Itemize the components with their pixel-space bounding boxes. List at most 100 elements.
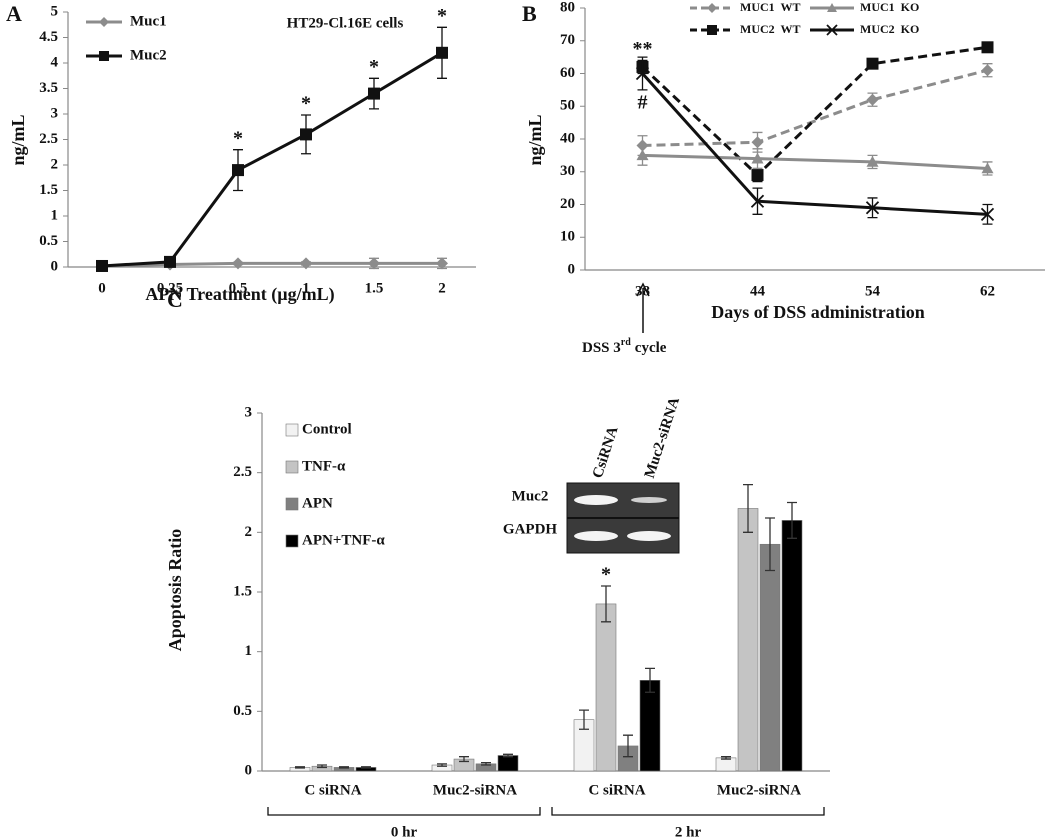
- bar: [639, 680, 661, 772]
- series-line: [641, 72, 988, 216]
- x-tick-label: C siRNA: [588, 782, 645, 798]
- marker: [827, 3, 837, 12]
- y-tick-label: 10: [560, 229, 575, 245]
- panel-letter: B: [522, 1, 537, 26]
- error-bar: [459, 756, 469, 763]
- x-tick-label: C siRNA: [304, 782, 361, 798]
- marker: [707, 25, 717, 35]
- marker: [300, 257, 312, 270]
- gel-band: [574, 495, 618, 505]
- error-bar: [361, 766, 371, 769]
- x-tick-label: 54: [865, 283, 881, 299]
- group-label: 0 hr: [391, 824, 418, 839]
- marker: [980, 207, 995, 221]
- legend-label: Muc1: [130, 13, 167, 29]
- legend-swatch: [285, 497, 299, 511]
- annotation: *: [233, 127, 243, 149]
- error-bar: [339, 766, 349, 769]
- y-tick-label: 5: [51, 3, 59, 19]
- y-tick-label: 0: [51, 258, 59, 274]
- legend-label: MUC1 WT: [740, 0, 800, 14]
- chart-title: HT29-Cl.16E cells: [287, 15, 404, 31]
- gel-inset: CsiRNA Muc2-siRNA Muc2 GAPDH: [503, 395, 683, 554]
- y-tick-label: 2.5: [39, 131, 58, 147]
- y-tick-label: 1: [245, 643, 253, 659]
- x-tick-label: Muc2-siRNA: [433, 782, 517, 798]
- x-tick-label: 0.25: [157, 280, 183, 296]
- marker: [750, 194, 765, 208]
- marker: [436, 257, 448, 270]
- bar: [497, 755, 519, 772]
- legend-label: MUC2 KO: [860, 22, 919, 36]
- marker: [981, 162, 994, 174]
- marker: [707, 3, 717, 13]
- legend-label: MUC1 KO: [860, 0, 919, 14]
- x-tick-label: 44: [750, 283, 766, 299]
- y-tick-label: 60: [560, 65, 575, 81]
- gel-row-label: Muc2: [512, 488, 549, 504]
- error-bar: [503, 753, 513, 758]
- arrow-head: [636, 282, 650, 297]
- error-bar: [645, 667, 655, 693]
- y-tick-label: 4.5: [39, 29, 58, 45]
- error-bar: [765, 517, 775, 572]
- marker: [99, 17, 109, 27]
- error-bar: [295, 766, 305, 769]
- bar: [715, 757, 737, 772]
- x-tick-label: 0: [98, 280, 106, 296]
- panel-letter: A: [6, 1, 22, 26]
- error-bar: [787, 501, 797, 539]
- bar: [781, 520, 803, 772]
- marker: [751, 152, 764, 164]
- group-bracket: [267, 807, 541, 816]
- note: DSS 3rd cycle: [582, 337, 667, 356]
- note-superscript: rd: [621, 337, 631, 348]
- legend-swatch: [285, 423, 299, 437]
- error-bar: [721, 756, 731, 760]
- legend-label: Muc2: [130, 47, 167, 63]
- x-tick-label: 1.5: [365, 280, 384, 296]
- marker: [866, 93, 879, 106]
- bar: [595, 603, 617, 772]
- gel-column-label: CsiRNA: [590, 424, 622, 480]
- x-tick-label: 62: [980, 283, 995, 299]
- series-line: [642, 68, 988, 148]
- marker: [981, 41, 994, 54]
- marker: [636, 149, 649, 161]
- annotation: *: [369, 56, 379, 78]
- y-tick-label: 50: [560, 98, 575, 114]
- marker: [300, 128, 312, 141]
- note-text: cycle: [635, 340, 667, 356]
- marker: [436, 46, 448, 59]
- annotation: *: [437, 5, 447, 27]
- marker: [635, 66, 650, 81]
- annotation: #: [638, 91, 648, 113]
- y-tick-label: 3: [245, 404, 253, 420]
- legend-label: Control: [302, 421, 352, 437]
- bar: [737, 508, 759, 772]
- error-bar: [481, 761, 491, 766]
- marker: [865, 201, 880, 215]
- x-tick-label: Muc2-siRNA: [717, 782, 801, 798]
- gel-row-label: GAPDH: [503, 521, 557, 537]
- y-tick-label: 2.5: [233, 464, 252, 480]
- x-tick-label: 1: [302, 280, 310, 296]
- series-line: [641, 45, 988, 178]
- group-label: 2 hr: [675, 824, 702, 839]
- annotation: **: [633, 38, 653, 60]
- marker: [164, 255, 176, 268]
- x-tick-label: 2: [438, 280, 446, 296]
- y-tick-label: 40: [560, 130, 575, 146]
- x-tick-label: 0.5: [229, 280, 248, 296]
- error-bar: [437, 763, 447, 767]
- y-tick-label: 20: [560, 196, 575, 212]
- legend-label: MUC2 WT: [740, 22, 800, 36]
- annotation: *: [301, 93, 311, 115]
- gel-band: [631, 497, 667, 503]
- marker: [368, 87, 380, 100]
- panel-letter: C: [167, 287, 183, 312]
- legend-label: APN: [302, 495, 333, 511]
- y-tick-label: 4: [51, 54, 59, 70]
- series-line: [642, 153, 988, 170]
